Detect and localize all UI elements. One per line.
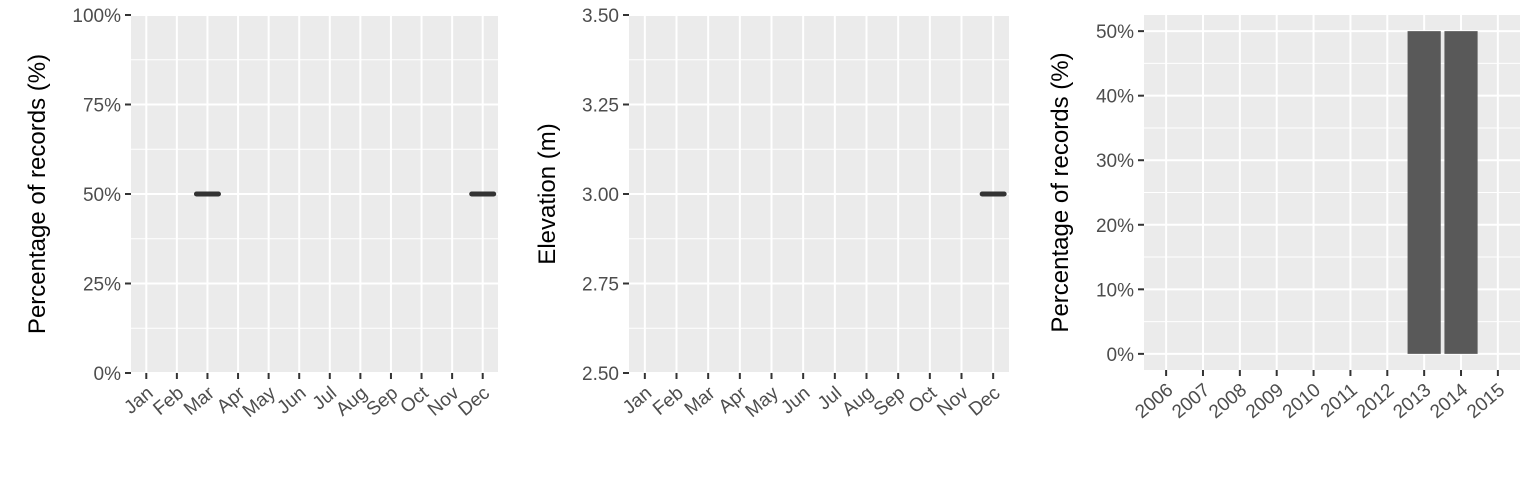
x-tick-label: Jun	[777, 383, 814, 419]
month-percentage-chart: 0%25%50%75%100%JanFebMarAprMayJunJulAugS…	[24, 6, 498, 422]
y-axis-title: Elevation (m)	[534, 123, 561, 264]
y-tick-label: 50%	[1096, 22, 1134, 43]
x-tick-label: 2015	[1463, 380, 1509, 423]
y-tick-label: 2.50	[582, 364, 619, 385]
x-tick-label: 2006	[1131, 380, 1177, 423]
y-tick-label: 20%	[1096, 216, 1134, 237]
x-tick-label: 2013	[1389, 380, 1435, 423]
y-tick-label: 0%	[1107, 345, 1135, 366]
y-tick-label: 10%	[1096, 280, 1134, 301]
x-tick-label: Sep	[870, 383, 909, 421]
bar	[1407, 31, 1441, 354]
y-tick-label: 75%	[83, 96, 121, 117]
x-tick-label: Jan	[619, 383, 656, 419]
y-axis-title: Percentage of records (%)	[1047, 52, 1074, 332]
y-tick-label: 100%	[72, 6, 121, 27]
x-tick-label: 2014	[1426, 379, 1472, 423]
x-tick-label: 2012	[1353, 380, 1399, 423]
y-tick-label: 50%	[83, 185, 121, 206]
x-tick-label: 2009	[1242, 380, 1288, 423]
x-tick-label: Aug	[838, 383, 877, 421]
y-tick-label: 25%	[83, 275, 121, 296]
y-tick-label: 3.25	[582, 96, 619, 117]
x-tick-label: Jul	[814, 383, 846, 415]
y-tick-label: 40%	[1096, 87, 1134, 108]
y-tick-label: 0%	[94, 364, 122, 385]
y-tick-label: 3.50	[582, 6, 619, 27]
x-tick-label: Dec	[455, 383, 494, 421]
x-tick-label: Jun	[273, 383, 310, 419]
x-tick-label: Mar	[681, 382, 720, 420]
x-tick-label: Dec	[965, 383, 1004, 421]
y-tick-label: 3.00	[582, 185, 619, 206]
y-tick-label: 2.75	[582, 275, 619, 296]
x-tick-label: 2008	[1205, 380, 1251, 423]
y-axis-title: Percentage of records (%)	[24, 54, 51, 334]
x-tick-label: 2011	[1317, 380, 1362, 422]
x-tick-label: 2007	[1168, 380, 1214, 423]
x-tick-label: 2010	[1279, 380, 1325, 423]
bar	[1444, 31, 1478, 354]
x-tick-label: Feb	[649, 383, 688, 420]
year-percentage-chart: 0%10%20%30%40%50%20062007200820092010201…	[1047, 15, 1520, 423]
y-tick-label: 30%	[1096, 151, 1134, 172]
x-tick-label: Oct	[905, 382, 942, 418]
